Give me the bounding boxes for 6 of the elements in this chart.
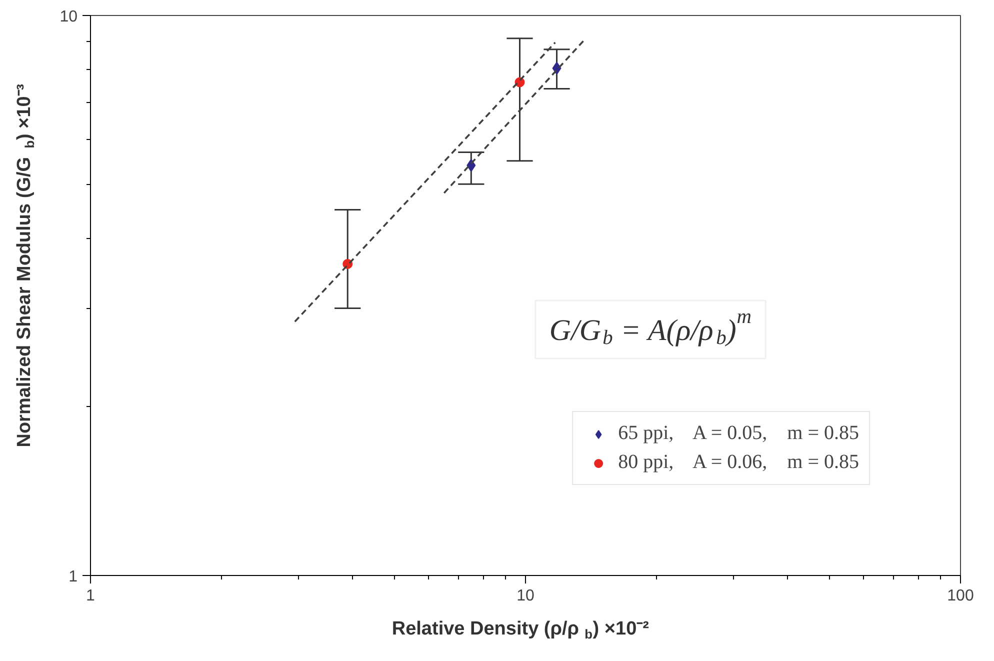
legend-label: 80 ppi, A = 0.06, m = 0.85: [618, 451, 859, 474]
legend-label: 65 ppi, A = 0.05, m = 0.85: [618, 422, 859, 445]
x-tick-label: 10: [516, 588, 534, 604]
y-axis-title: Normalized Shear Modulus (G/Gb) ×10⁻³: [14, 84, 37, 448]
x-tick-label: 100: [947, 588, 974, 604]
x-tick-label: 1: [86, 588, 96, 604]
